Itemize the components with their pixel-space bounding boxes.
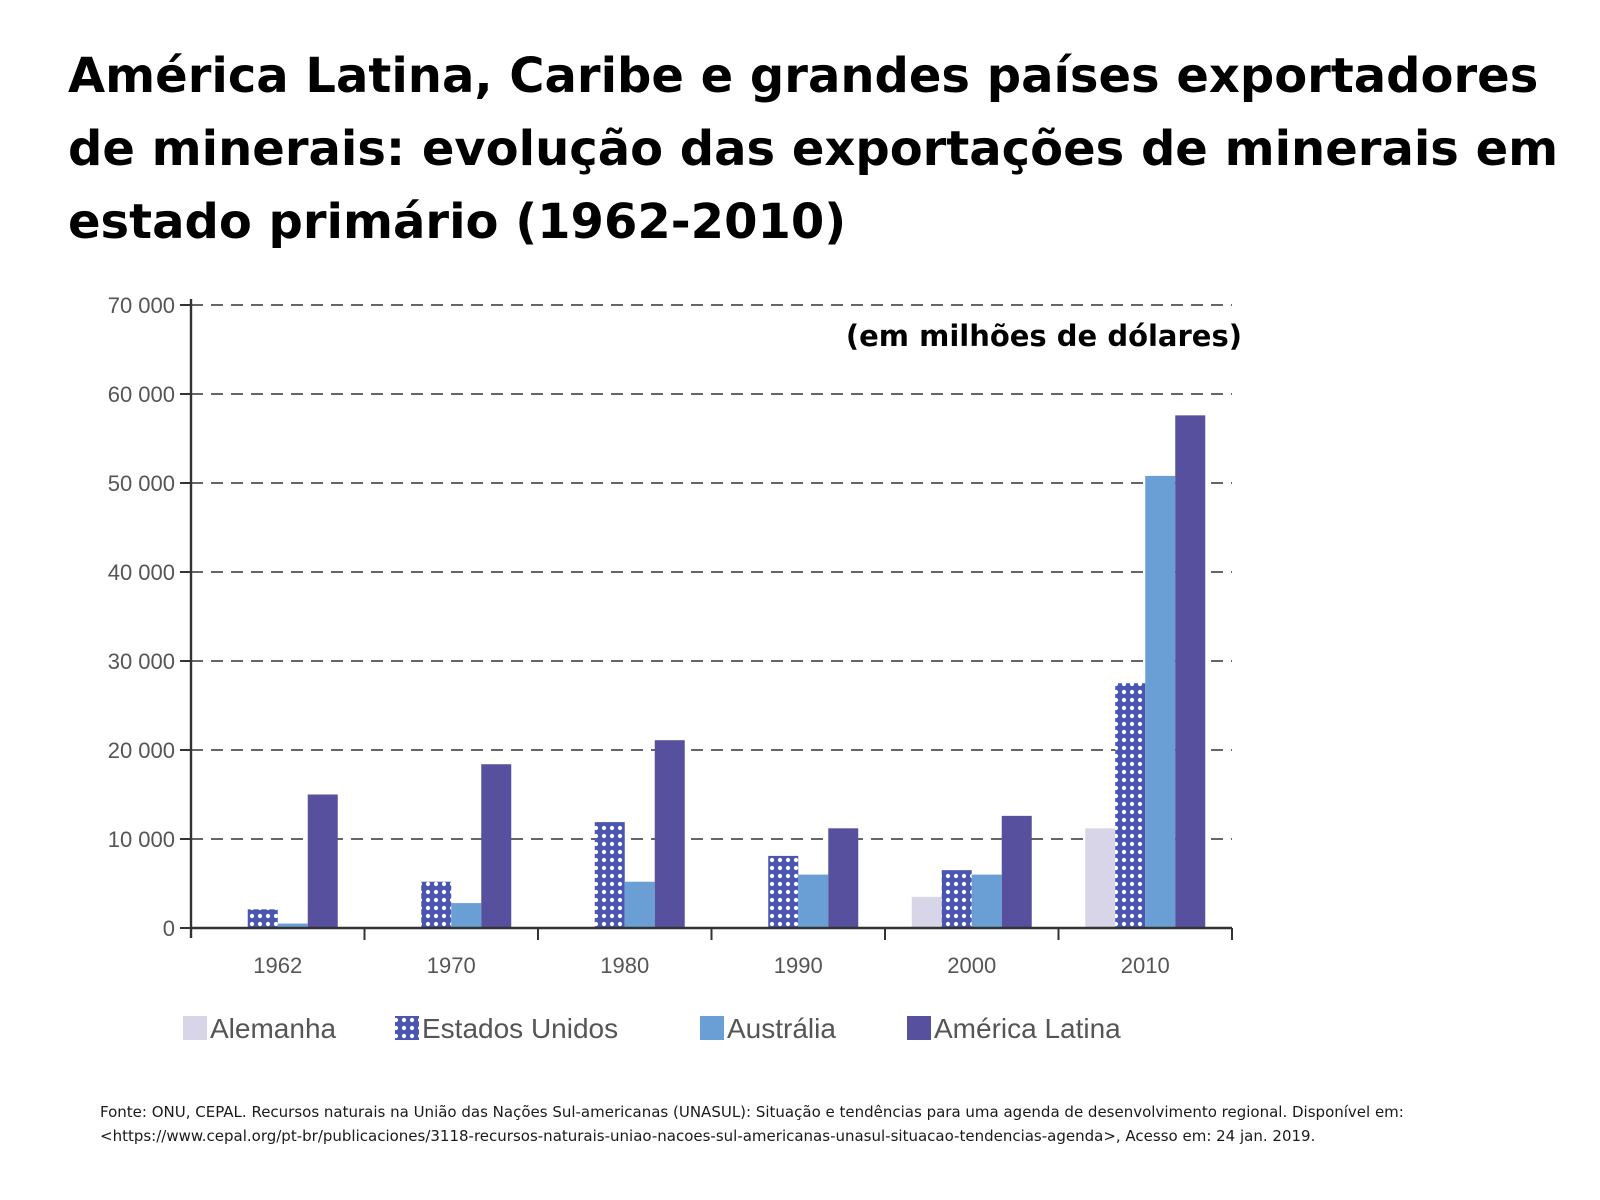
x-tick-label: 1962: [253, 953, 302, 978]
bar: [1175, 415, 1206, 928]
bar: [1145, 475, 1176, 928]
x-tick-label: 2010: [1121, 953, 1170, 978]
y-tick-label: 0: [163, 916, 175, 941]
x-tick-label: 1970: [427, 953, 476, 978]
gridlines: [191, 304, 1232, 840]
bar: [1001, 815, 1032, 928]
axes: 0 10 000 20 000 30 000 40 000 50 000 60 000 70 …: [108, 293, 1233, 978]
bar: [421, 881, 452, 928]
y-tick-label: 20 000: [108, 738, 175, 763]
y-tick-label: 30 000: [108, 649, 175, 674]
x-tick-label: 1980: [600, 953, 649, 978]
y-tick-label: 60 000: [108, 382, 175, 407]
bar: [247, 909, 278, 928]
legend-swatch: [700, 1016, 724, 1040]
y-tick-label: 40 000: [108, 560, 175, 585]
bar: [307, 794, 338, 928]
legend-label: Austrália: [727, 1013, 836, 1044]
bar: [828, 828, 859, 928]
bar: [481, 764, 512, 928]
legend-swatch: [907, 1016, 931, 1040]
legend-swatch: [395, 1016, 419, 1040]
bar: [941, 870, 972, 928]
x-tick-label: 1990: [774, 953, 823, 978]
bar: [451, 903, 482, 928]
bar-chart: 0 10 000 20 000 30 000 40 000 50 000 60 000 70 …: [108, 293, 1242, 1044]
bar: [1085, 828, 1116, 928]
bar: [798, 874, 829, 928]
bar: [624, 881, 655, 928]
source-note: Fonte: ONU, CEPAL. Recursos naturais na …: [100, 1103, 1404, 1145]
x-tick-label: 2000: [947, 953, 996, 978]
unit-label: (em milhões de dólares): [846, 319, 1242, 353]
y-tick-label: 10 000: [108, 827, 175, 852]
legend-label: Alemanha: [210, 1013, 337, 1044]
bar: [277, 923, 308, 928]
chart-title: América Latina, Caribe e grandes países …: [68, 48, 1559, 250]
legend: Alemanha Estados Unidos Austrália América L…: [183, 1013, 1121, 1044]
bar: [654, 740, 685, 928]
legend-label: América Latina: [934, 1013, 1121, 1044]
bar: [768, 855, 799, 928]
bar: [971, 874, 1002, 928]
bars: [247, 415, 1206, 928]
legend-swatch: [183, 1016, 207, 1040]
legend-label: Estados Unidos: [422, 1013, 618, 1044]
bar: [911, 896, 942, 928]
y-tick-label: 70 000: [108, 293, 175, 318]
bar: [1115, 683, 1146, 928]
y-tick-label: 50 000: [108, 471, 175, 496]
bar: [594, 822, 625, 928]
